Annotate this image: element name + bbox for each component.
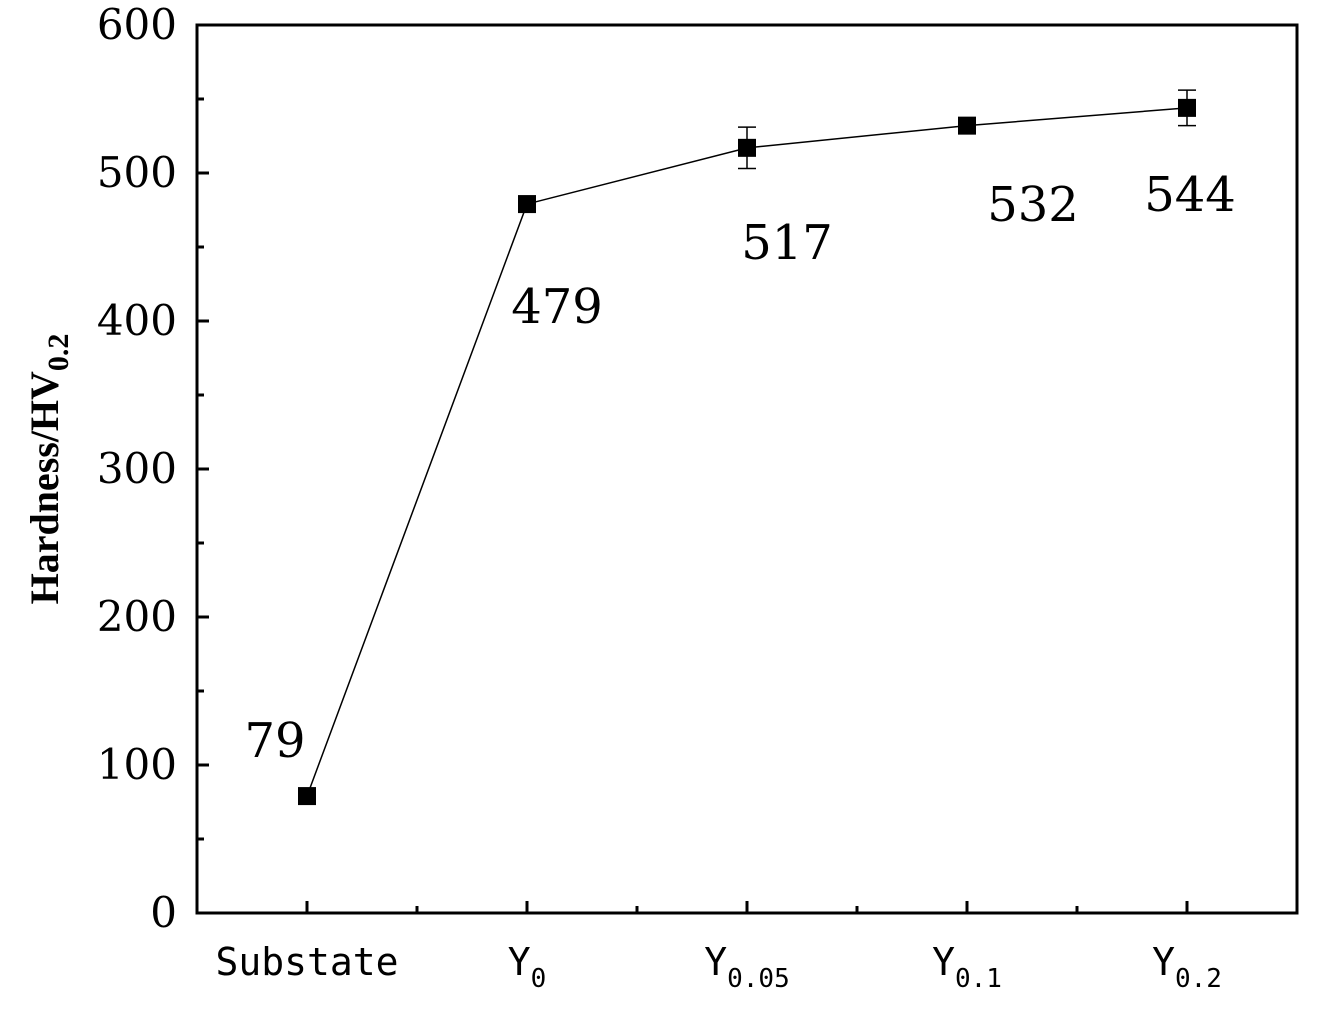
- data-point-marker: [958, 116, 976, 135]
- data-markers-group: [298, 98, 1196, 806]
- y-axis-label: Hardness/HV0.2: [22, 334, 75, 605]
- x-tick-label: Substate: [215, 940, 398, 984]
- data-label: 517: [741, 215, 833, 271]
- data-point-marker: [738, 138, 756, 157]
- y-tick-label: 200: [97, 592, 177, 641]
- data-label: 532: [987, 177, 1079, 233]
- y-axis-label-group: Hardness/HV0.2: [22, 334, 75, 605]
- x-tick-label: Y0: [508, 940, 547, 994]
- y-tick-label: 400: [97, 296, 177, 345]
- data-point-marker: [518, 195, 536, 214]
- y-tick-label: 100: [97, 740, 177, 789]
- x-tick-label: Y0.2: [1152, 940, 1222, 994]
- y-axis-ticks: 0 100 200 300 400 500 600: [97, 0, 209, 937]
- x-tick-label: Y0.1: [932, 940, 1002, 994]
- data-labels-group: 79 479 517 532 544: [244, 167, 1235, 769]
- y-tick-label: 600: [97, 0, 177, 49]
- data-label: 479: [511, 279, 603, 335]
- data-point-marker: [298, 787, 316, 806]
- x-tick-label: Y0.05: [704, 940, 790, 994]
- y-tick-label: 300: [97, 444, 177, 493]
- x-axis-ticks: Substate Y0 Y0.05 Y0.1 Y0.2: [215, 901, 1222, 994]
- data-label: 79: [244, 713, 305, 769]
- data-point-marker: [1178, 98, 1196, 117]
- y-tick-label: 0: [150, 888, 177, 937]
- y-tick-label: 500: [97, 148, 177, 197]
- data-label: 544: [1144, 167, 1236, 223]
